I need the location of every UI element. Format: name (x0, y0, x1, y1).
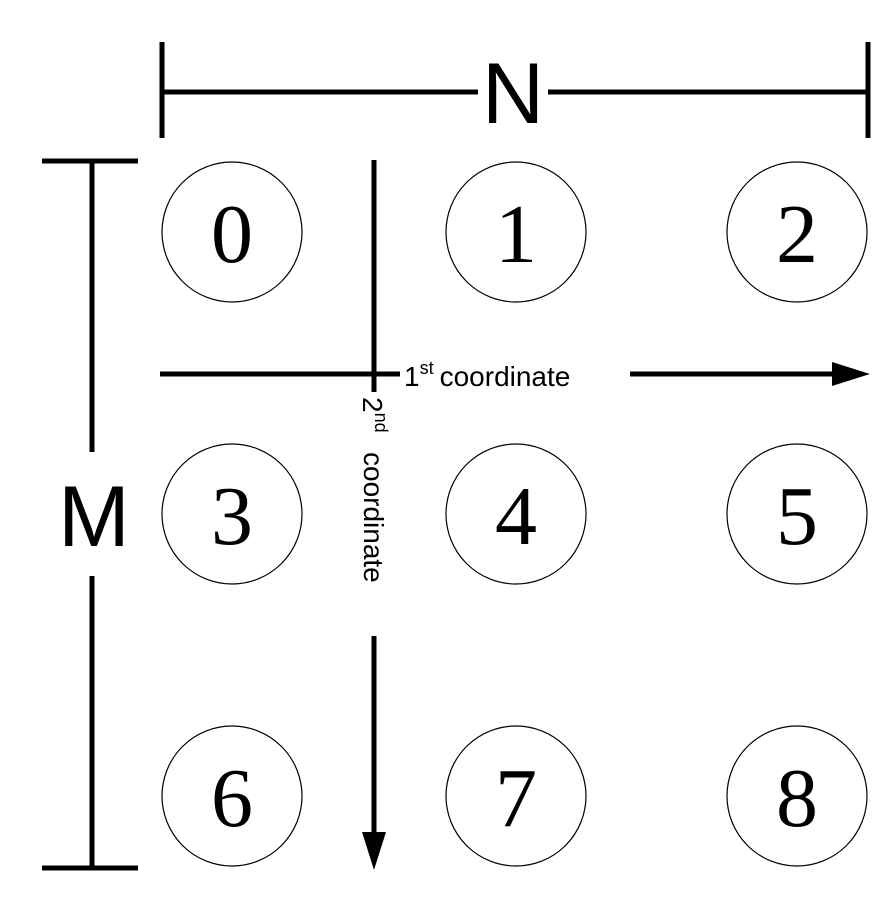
second-axis-arrowhead-icon (362, 832, 386, 870)
node-7: 7 (445, 725, 587, 867)
second-axis-number: 2 (357, 397, 388, 413)
node-label: 6 (211, 752, 253, 845)
node-6: 6 (161, 725, 303, 867)
n-label: N (482, 46, 544, 142)
second-axis-word: coordinate (358, 452, 389, 583)
first-axis-arrowhead-icon (832, 362, 870, 386)
node-5: 5 (726, 443, 868, 585)
n-dimension-bracket: N (159, 42, 871, 142)
node-label: 1 (495, 188, 537, 281)
node-label: 0 (211, 188, 253, 281)
m-label: M (58, 469, 130, 565)
first-axis-suffix: st (420, 358, 434, 378)
node-label: 2 (776, 188, 818, 281)
first-axis-label: 1st coordinate (404, 358, 570, 392)
node-label: 3 (211, 470, 253, 563)
node-label: 4 (495, 470, 537, 563)
node-2: 2 (726, 161, 868, 303)
second-axis-label: 2nd coordinate (357, 397, 391, 583)
second-coordinate-axis: 2nd coordinate (357, 160, 391, 870)
node-1: 1 (445, 161, 587, 303)
node-4: 4 (445, 443, 587, 585)
node-8: 8 (726, 725, 868, 867)
node-label: 8 (776, 752, 818, 845)
first-axis-word: coordinate (440, 361, 571, 392)
second-axis-label-line1: 2nd (357, 397, 391, 433)
m-dimension-bracket: M (42, 158, 138, 871)
node-label: 7 (495, 752, 537, 845)
node-0: 0 (161, 161, 303, 303)
first-coordinate-axis: 1st coordinate (160, 358, 870, 392)
second-axis-suffix: nd (371, 413, 391, 433)
node-label: 5 (776, 470, 818, 563)
first-axis-number: 1 (404, 361, 420, 392)
node-3: 3 (161, 443, 303, 585)
